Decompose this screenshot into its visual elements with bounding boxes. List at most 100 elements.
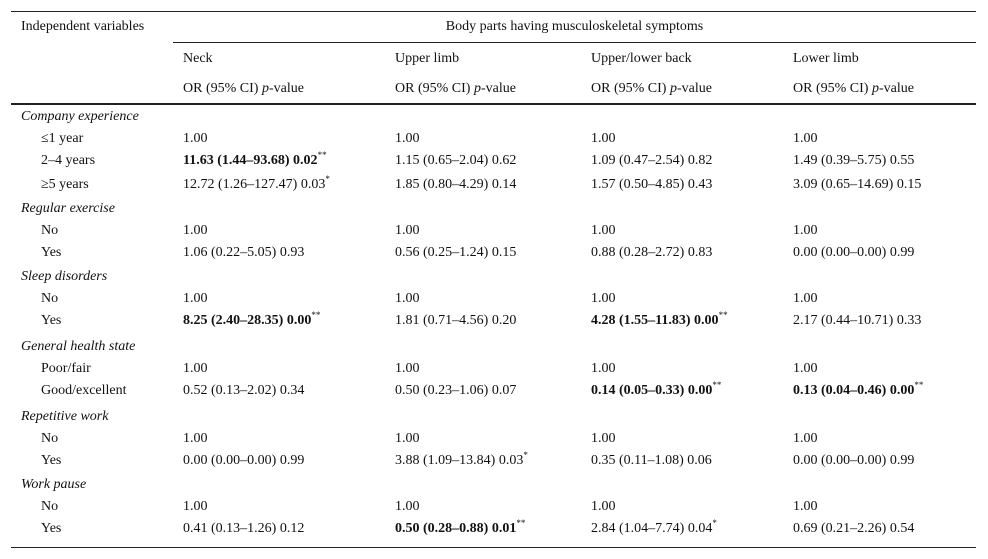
- cell-value: 1.00: [591, 431, 616, 446]
- cell-value: 1.00: [183, 499, 208, 514]
- column-header: Upper/lower back: [591, 51, 692, 66]
- cell: 1.00: [183, 130, 208, 148]
- cell-value: 1.00: [591, 499, 616, 514]
- cell: 0.88 (0.28–2.72) 0.83: [591, 244, 712, 262]
- cell: 0.50 (0.23–1.06) 0.07: [395, 382, 516, 400]
- cell: 0.56 (0.25–1.24) 0.15: [395, 244, 516, 262]
- cell: 1.09 (0.47–2.54) 0.82: [591, 152, 712, 170]
- row-label: Yes: [41, 245, 62, 260]
- cell-value: 12.72 (1.26–127.47) 0.03: [183, 177, 326, 192]
- column-header: Neck: [183, 51, 213, 66]
- cell-value: 1.49 (0.39–5.75) 0.55: [793, 153, 915, 168]
- stat-header: OR (95% CI) p-value: [591, 80, 712, 98]
- cell-value: 0.13 (0.04–0.46) 0.00: [793, 383, 915, 398]
- cell: 1.00: [395, 430, 420, 448]
- cell: 0.52 (0.13–2.02) 0.34: [183, 382, 304, 400]
- top-rule: [11, 11, 976, 12]
- cell: 0.35 (0.11–1.08) 0.06: [591, 452, 712, 470]
- cell: 12.72 (1.26–127.47) 0.03*: [183, 175, 330, 194]
- cell-value: 1.00: [793, 223, 818, 238]
- cell-value: 0.52 (0.13–2.02) 0.34: [183, 383, 305, 398]
- group-label: Repetitive work: [21, 409, 109, 424]
- stat-prefix: OR (95% CI): [395, 81, 474, 96]
- cell-value: 1.81 (0.71–4.56) 0.20: [395, 313, 517, 328]
- significance-mark: **: [317, 150, 327, 160]
- cell: 0.69 (0.21–2.26) 0.54: [793, 520, 914, 538]
- stat-prefix: OR (95% CI): [793, 81, 872, 96]
- cell: 1.00: [395, 360, 420, 378]
- cell: 1.00: [591, 498, 616, 516]
- cell-value: 4.28 (1.55–11.83) 0.00: [591, 313, 719, 328]
- cell: 1.00: [591, 360, 616, 378]
- first-column-header: Independent variables: [21, 19, 145, 34]
- cell-value: 1.00: [395, 499, 420, 514]
- cell: 1.00: [183, 360, 208, 378]
- cell-value: 1.00: [591, 223, 616, 238]
- stat-suffix: -value: [676, 81, 712, 96]
- stat-prefix: OR (95% CI): [591, 81, 670, 96]
- cell: 1.00: [395, 290, 420, 308]
- cell-value: 0.00 (0.00–0.00) 0.99: [793, 245, 915, 260]
- cell-value: 1.00: [395, 291, 420, 306]
- significance-mark: *: [712, 518, 717, 528]
- cell-value: 1.57 (0.50–4.85) 0.43: [591, 177, 713, 192]
- cell: 1.85 (0.80–4.29) 0.14: [395, 176, 516, 194]
- stat-prefix: OR (95% CI): [183, 81, 262, 96]
- stat-suffix: -value: [878, 81, 914, 96]
- cell-value: 1.00: [793, 131, 818, 146]
- stat-header: OR (95% CI) p-value: [183, 80, 304, 98]
- row-label: ≤1 year: [41, 131, 84, 146]
- header-rule: [11, 103, 976, 105]
- significance-mark: **: [914, 380, 924, 390]
- cell: 1.00: [793, 130, 818, 148]
- cell: 1.57 (0.50–4.85) 0.43: [591, 176, 712, 194]
- cell-value: 1.00: [793, 291, 818, 306]
- cell: 1.00: [591, 222, 616, 240]
- row-label: Poor/fair: [41, 361, 91, 376]
- group-label: General health state: [21, 339, 136, 354]
- cell: 1.00: [793, 430, 818, 448]
- row-label: ≥5 years: [41, 177, 89, 192]
- row-label: No: [41, 291, 59, 306]
- cell: 1.00: [183, 430, 208, 448]
- cell: 1.00: [183, 498, 208, 516]
- cell: 0.00 (0.00–0.00) 0.99: [793, 452, 914, 470]
- cell: 1.81 (0.71–4.56) 0.20: [395, 312, 516, 330]
- cell: 1.00: [395, 222, 420, 240]
- cell: 1.00: [591, 290, 616, 308]
- cell: 1.00: [395, 130, 420, 148]
- cell-value: 0.14 (0.05–0.33) 0.00: [591, 383, 713, 398]
- significance-mark: **: [516, 518, 526, 528]
- cell: 3.09 (0.65–14.69) 0.15: [793, 176, 921, 194]
- significance-mark: **: [712, 380, 722, 390]
- cell: 1.00: [793, 290, 818, 308]
- cell-value: 1.09 (0.47–2.54) 0.82: [591, 153, 713, 168]
- row-label: No: [41, 431, 59, 446]
- cell: 1.00: [591, 430, 616, 448]
- cell-value: 0.41 (0.13–1.26) 0.12: [183, 521, 305, 536]
- cell-value: 1.00: [591, 131, 616, 146]
- cell-value: 1.00: [183, 131, 208, 146]
- spanner-header: Body parts having musculoskeletal sympto…: [445, 19, 704, 34]
- cell-value: 1.00: [793, 361, 818, 376]
- stat-header: OR (95% CI) p-value: [395, 80, 516, 98]
- cell: 3.88 (1.09–13.84) 0.03*: [395, 450, 528, 470]
- cell: 4.28 (1.55–11.83) 0.00**: [591, 311, 728, 330]
- cell: 2.17 (0.44–10.71) 0.33: [793, 312, 921, 330]
- cell-value: 1.00: [591, 361, 616, 376]
- cell: 1.00: [793, 360, 818, 378]
- cell: 1.49 (0.39–5.75) 0.55: [793, 152, 914, 170]
- cell-value: 1.06 (0.22–5.05) 0.93: [183, 245, 305, 260]
- cell: 0.00 (0.00–0.00) 0.99: [183, 452, 304, 470]
- cell: 1.00: [395, 498, 420, 516]
- significance-mark: *: [523, 450, 528, 460]
- row-label: No: [41, 223, 59, 238]
- cell: 1.15 (0.65–2.04) 0.62: [395, 152, 516, 170]
- stat-italic: p: [871, 81, 879, 96]
- spanner-rule: [173, 42, 976, 43]
- stat-italic: p: [261, 81, 269, 96]
- row-label: Yes: [41, 521, 62, 536]
- cell-value: 0.56 (0.25–1.24) 0.15: [395, 245, 517, 260]
- cell: 0.13 (0.04–0.46) 0.00**: [793, 380, 924, 400]
